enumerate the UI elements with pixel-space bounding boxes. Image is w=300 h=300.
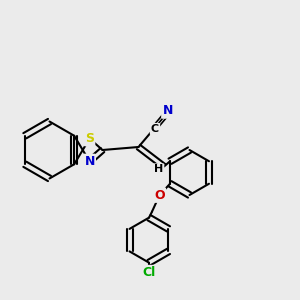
Text: C: C (151, 124, 159, 134)
Text: N: N (162, 104, 173, 118)
Text: H: H (154, 164, 163, 175)
Text: N: N (84, 155, 95, 168)
Text: S: S (85, 132, 94, 145)
Text: Cl: Cl (142, 266, 156, 279)
Text: O: O (154, 189, 165, 202)
